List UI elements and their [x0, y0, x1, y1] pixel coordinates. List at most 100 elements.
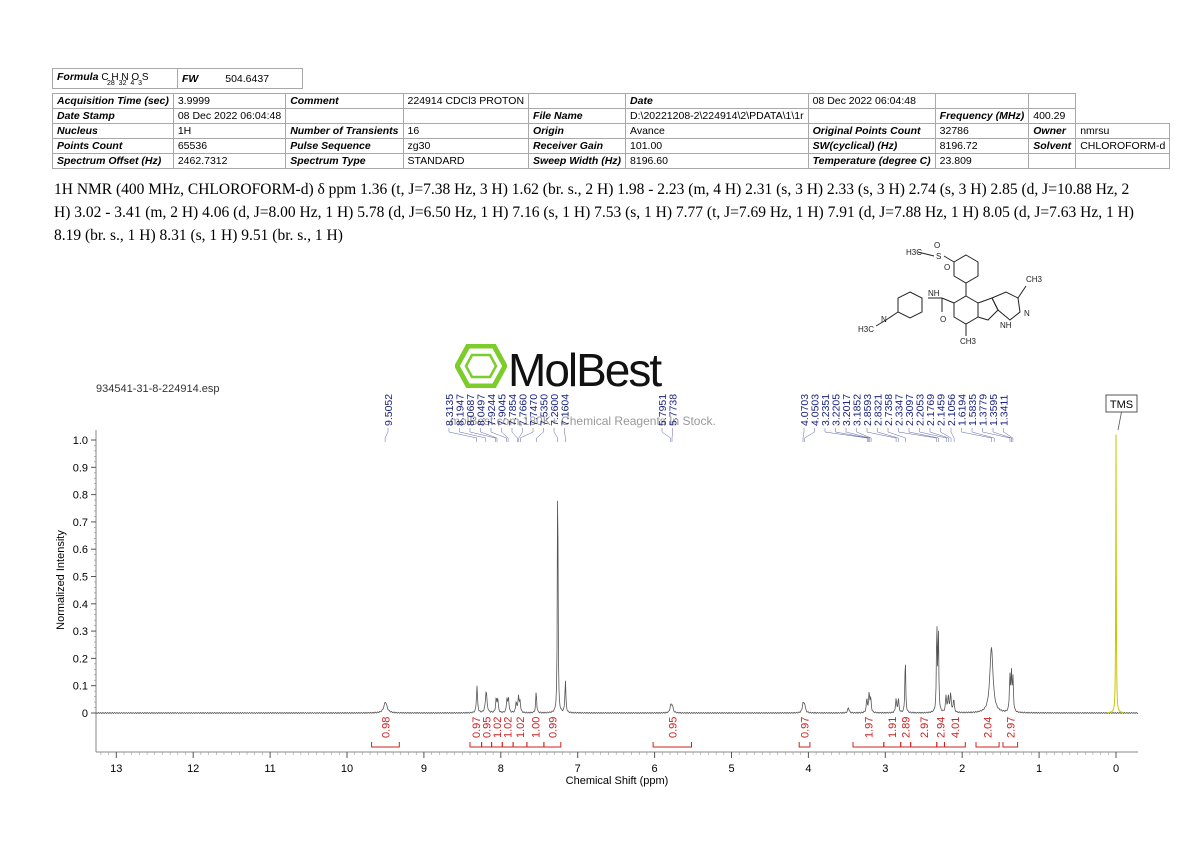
- peak-label: 3.1852: [852, 394, 864, 426]
- x-tick-label: 8: [498, 763, 504, 775]
- tms-label: TMS: [1110, 399, 1133, 411]
- molecule-structure: H3C S O O CH3 NH O N NH CH3 N H3C: [858, 241, 1043, 346]
- peak-label: 7.9045: [497, 394, 509, 426]
- chart-axes: 00.10.20.30.40.50.60.70.80.91.013 12 11 10 9…: [73, 430, 1138, 775]
- param-value: STANDARD: [402, 153, 530, 169]
- peak-label-leader: [877, 428, 899, 442]
- integral-value: 2.04: [983, 717, 995, 738]
- fw-cell: FW 504.6437: [177, 68, 303, 89]
- structure-ethyl: H3C: [906, 248, 922, 257]
- x-tick-label: 3: [882, 763, 888, 775]
- peak-label: 3.2205: [831, 394, 843, 426]
- integral-bracket: [543, 742, 562, 748]
- integral-bracket: [798, 742, 811, 748]
- molbest-tagline: molBest.com,180K+ Chemical Reagents In S…: [450, 414, 716, 428]
- integral-value: 0.99: [547, 717, 559, 738]
- integral-value: 0.97: [800, 717, 812, 738]
- param-value: [1075, 153, 1171, 169]
- peak-label-leader: [490, 428, 507, 442]
- bond: [917, 251, 935, 257]
- integral-bracket: [944, 742, 966, 748]
- structure-oxygen-1: O: [934, 241, 940, 250]
- peak-label: 7.7854: [507, 394, 519, 426]
- peak-label: 2.1056: [946, 394, 958, 426]
- peak-label-leader: [898, 428, 937, 442]
- bond: [885, 311, 899, 321]
- integral-value: 0.97: [471, 717, 483, 738]
- pyrrole-ring: [977, 297, 999, 321]
- peak-labels: 9.5052 8.31358.19478.06878.04977.92447.90…: [383, 394, 1014, 442]
- peak-label: 8.1947: [455, 394, 467, 426]
- integral-bracket: [652, 742, 692, 748]
- formula-symbols: C H N O S: [101, 71, 149, 83]
- y-tick-label: 1.0: [73, 435, 88, 447]
- acquisition-row: Nucleus 1H Number of Transients 16 Origin Ava…: [52, 123, 1171, 139]
- peak-label: 1.3779: [978, 394, 990, 426]
- structure-sulfur: S: [936, 252, 941, 261]
- peak-label: 3.2017: [841, 394, 853, 426]
- peak-label-leader: [929, 428, 949, 442]
- peak-label: 1.5835: [967, 394, 979, 426]
- integral-bracket: [975, 742, 1000, 748]
- x-tick-label: 1: [1036, 763, 1042, 775]
- integral-value: 1.02: [492, 717, 504, 738]
- acquisition-row: Points Count 65536 Pulse Sequence zg30 Recei…: [52, 138, 1171, 154]
- y-axis-label: Normalized Intensity: [55, 530, 67, 630]
- peak-label-leader: [564, 428, 566, 442]
- peak-label: 1.3411: [999, 395, 1011, 426]
- x-tick-label: 5: [728, 763, 734, 775]
- peak-label-leader: [661, 428, 671, 442]
- peak-label-leader: [982, 428, 1011, 442]
- peak-label: 3.2351: [820, 394, 832, 426]
- bond: [875, 319, 887, 327]
- peak-label: 8.0687: [465, 394, 477, 426]
- param-key: Number of Transients: [285, 123, 404, 139]
- param-value: 08 Dec 2022 06:04:48: [807, 93, 936, 109]
- structure-piperidine-n: N: [881, 315, 887, 324]
- y-tick-label: 0.2: [73, 653, 88, 665]
- param-key: Sweep Width (Hz): [528, 153, 627, 169]
- integral-value: 2.97: [919, 717, 931, 738]
- fw-value: 504.6437: [225, 72, 270, 85]
- integral-bracket: [501, 742, 514, 748]
- spectrum-file-name: 934541-31-8-224914.esp: [96, 383, 220, 395]
- integral-bracket: [900, 742, 912, 748]
- param-key: Spectrum Offset (Hz): [52, 153, 174, 169]
- peak-label: 2.1769: [925, 394, 937, 426]
- param-key: Frequency (MHz): [934, 108, 1030, 124]
- spectrum-trace: [95, 500, 1139, 715]
- molbest-logo-icon: [455, 344, 507, 388]
- x-tick-label: 12: [187, 763, 199, 775]
- formula-cell: Formula C H N O S 28 32 4 3: [52, 68, 178, 89]
- peak-label-leader: [501, 428, 509, 442]
- structure-n-methyl: H3C: [858, 325, 874, 334]
- integral-bracket: [526, 742, 545, 748]
- x-tick-label: 4: [805, 763, 811, 775]
- formula-label: Formula: [57, 70, 99, 83]
- peak-label: 2.8593: [862, 394, 874, 426]
- x-tick-label: 2: [959, 763, 965, 775]
- structure-oxygen-2: O: [944, 263, 950, 272]
- fw-label: FW: [182, 72, 199, 85]
- integral-bracket: [936, 742, 945, 748]
- x-tick-label: 7: [575, 763, 581, 775]
- param-value: 8196.60: [625, 153, 809, 169]
- peak-label-leader: [908, 428, 939, 442]
- peak-label: 8.3135: [444, 394, 456, 426]
- peak-label: 2.1459: [936, 394, 948, 426]
- acquisition-row: Spectrum Offset (Hz) 2462.7312 Spectrum Ty…: [52, 153, 1171, 169]
- bond: [943, 255, 955, 263]
- peak-label-leader: [856, 428, 872, 442]
- param-key: Original Points Count: [807, 123, 936, 139]
- peak-label-leader: [553, 428, 558, 442]
- peak-label: 7.7470: [528, 394, 540, 426]
- param-key: Origin: [528, 123, 627, 139]
- x-tick-label: 13: [110, 763, 122, 775]
- peak-label-leader: [835, 428, 869, 442]
- peak-label-leader: [520, 428, 534, 442]
- y-tick-label: 0.3: [73, 626, 88, 638]
- peak-label-leader: [480, 428, 498, 442]
- formula-subscripts: 28 32 4 3: [107, 79, 143, 87]
- structure-indole-nh: NH: [1000, 321, 1012, 330]
